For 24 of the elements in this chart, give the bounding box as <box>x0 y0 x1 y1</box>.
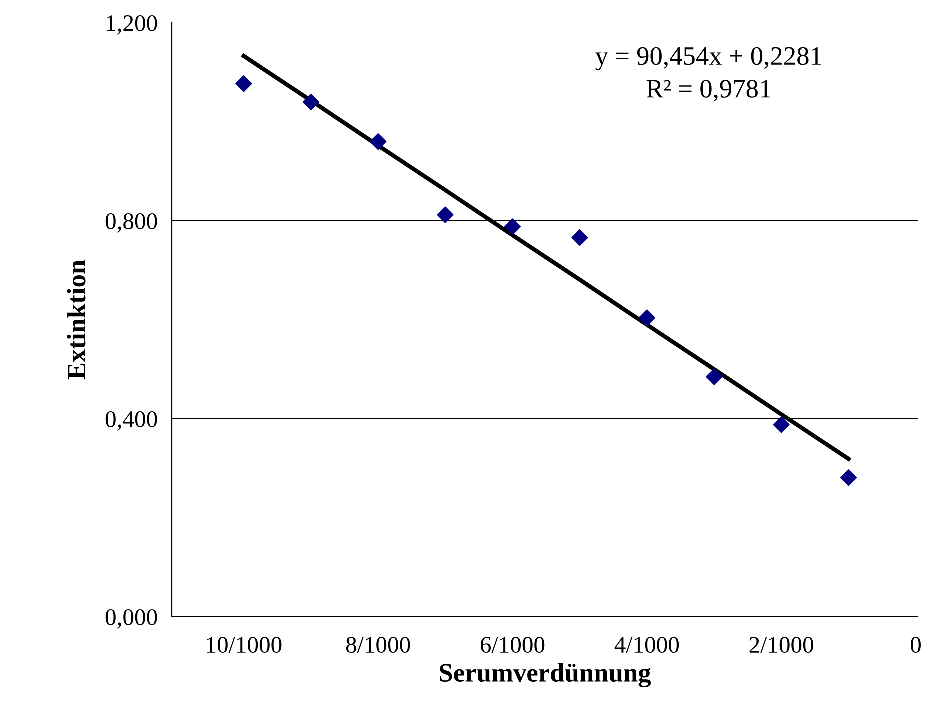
point <box>638 310 656 326</box>
x-tick-label: 4/1000 <box>614 637 680 654</box>
point <box>706 368 723 386</box>
point <box>572 230 588 246</box>
y-axis-title: Extinktion <box>67 260 86 380</box>
x-tick-label: 10/1000 <box>207 637 282 654</box>
x-tick-label: 0 <box>910 637 921 654</box>
point <box>437 206 454 224</box>
x-axis-title: Serumverdünnung <box>440 663 652 688</box>
point <box>236 76 252 92</box>
y-tick-label: 0,800 <box>106 213 158 233</box>
point <box>840 470 858 486</box>
annotation: y = 90,454x + 0,2281 <box>596 47 822 71</box>
x-tick-label: 8/1000 <box>346 637 410 654</box>
x-tick-label: 6/1000 <box>480 637 545 654</box>
annotation: R² = 0,9781 <box>646 80 771 102</box>
point <box>370 134 387 150</box>
y-tick-label: 0,000 <box>106 609 158 629</box>
y-tick-label: 1,200 <box>107 15 158 35</box>
point <box>302 94 320 110</box>
point <box>504 218 522 236</box>
point <box>773 416 790 434</box>
x-tick-label: 2/1000 <box>750 637 814 654</box>
y-tick-label: 0,400 <box>106 411 158 431</box>
